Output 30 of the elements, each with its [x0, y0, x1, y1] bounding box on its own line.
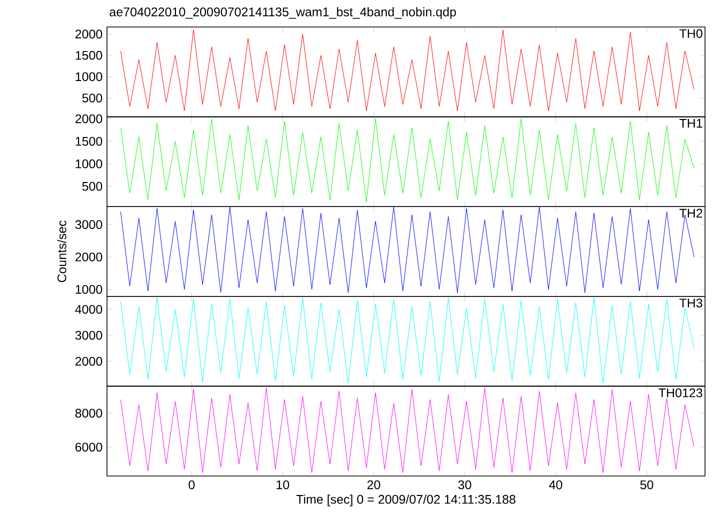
y-tick-label: 6000: [75, 442, 102, 452]
x-tick-label: 40: [549, 480, 562, 490]
y-tick-label: 3000: [75, 220, 102, 230]
y-tick-label: 4000: [75, 304, 102, 314]
series-label: TH3: [679, 298, 702, 308]
y-tick-label: 1000: [76, 159, 102, 168]
y-tick-label: 2000: [75, 114, 102, 124]
y-tick-label: 500: [82, 182, 102, 191]
y-tick-label: 500: [82, 94, 102, 102]
chart-title: ae704022010_20090702141135_wam1_bst_4band_nobin.qdp: [110, 7, 456, 19]
y-tick-label: 1000: [76, 284, 102, 294]
y-tick-label: 2000: [75, 252, 102, 262]
y-tick-label: 8000: [75, 408, 102, 418]
x-tick-label: 20: [367, 480, 380, 490]
x-tick-label: 30: [458, 480, 472, 490]
y-tick-label: 1500: [76, 136, 102, 146]
y-axis-title: Counts/sec: [57, 220, 66, 282]
series-label: TH0123: [658, 388, 702, 398]
y-tick-label: 1500: [76, 50, 102, 60]
series-label: TH2: [679, 208, 702, 218]
x-tick-label: 0: [188, 480, 195, 490]
y-tick-label: 2000: [75, 356, 102, 366]
series-label: TH0: [679, 29, 702, 38]
x-axis-title: Time [sec] 0 = 2009/07/02 14:11:35.188: [296, 494, 516, 506]
y-tick-label: 3000: [75, 330, 102, 340]
y-tick-label: 2000: [75, 30, 102, 38]
x-tick-label: 10: [276, 480, 290, 490]
x-tick-label: 50: [640, 480, 654, 490]
y-tick-label: 1000: [76, 72, 102, 82]
series-label: TH1: [679, 119, 702, 128]
